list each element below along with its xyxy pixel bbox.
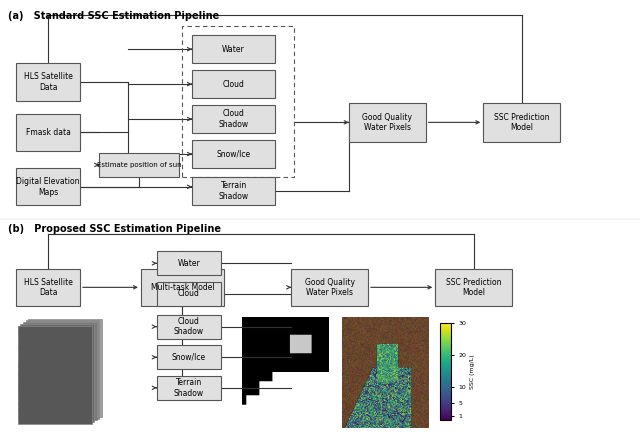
Text: HLS Satellite
Data: HLS Satellite Data bbox=[24, 277, 72, 297]
Text: (b)   Proposed SSC Estimation Pipeline: (b) Proposed SSC Estimation Pipeline bbox=[8, 224, 221, 234]
Text: Cloud: Cloud bbox=[223, 80, 244, 89]
Text: Digital Elevation
Maps: Digital Elevation Maps bbox=[16, 177, 80, 197]
Text: (a)   Standard SSC Estimation Pipeline: (a) Standard SSC Estimation Pipeline bbox=[8, 11, 219, 21]
Text: Estimate position of sun: Estimate position of sun bbox=[97, 162, 182, 168]
Text: Good Quality
Water Pixels: Good Quality Water Pixels bbox=[362, 113, 412, 132]
Text: Water: Water bbox=[177, 259, 200, 268]
Text: Cloud: Cloud bbox=[178, 289, 200, 298]
Text: HLS Satellite
Data: HLS Satellite Data bbox=[24, 72, 72, 92]
Text: Cloud
Shadow: Cloud Shadow bbox=[218, 109, 249, 129]
Text: Snow/Ice: Snow/Ice bbox=[216, 149, 251, 159]
Text: Multi-task Model: Multi-task Model bbox=[150, 283, 214, 292]
Y-axis label: SSC (mg/L): SSC (mg/L) bbox=[470, 354, 476, 389]
Text: Fmask data: Fmask data bbox=[26, 128, 70, 137]
Text: Cloud
Shadow: Cloud Shadow bbox=[173, 317, 204, 336]
Text: Water: Water bbox=[222, 45, 245, 54]
Text: Terrain
Shadow: Terrain Shadow bbox=[173, 378, 204, 398]
Text: Terrain
Shadow: Terrain Shadow bbox=[218, 181, 249, 201]
Text: SSC Prediction
Model: SSC Prediction Model bbox=[446, 277, 501, 297]
Text: Snow/Ice: Snow/Ice bbox=[172, 353, 206, 362]
Text: Good Quality
Water Pixels: Good Quality Water Pixels bbox=[305, 277, 355, 297]
Text: SSC Prediction
Model: SSC Prediction Model bbox=[494, 113, 549, 132]
